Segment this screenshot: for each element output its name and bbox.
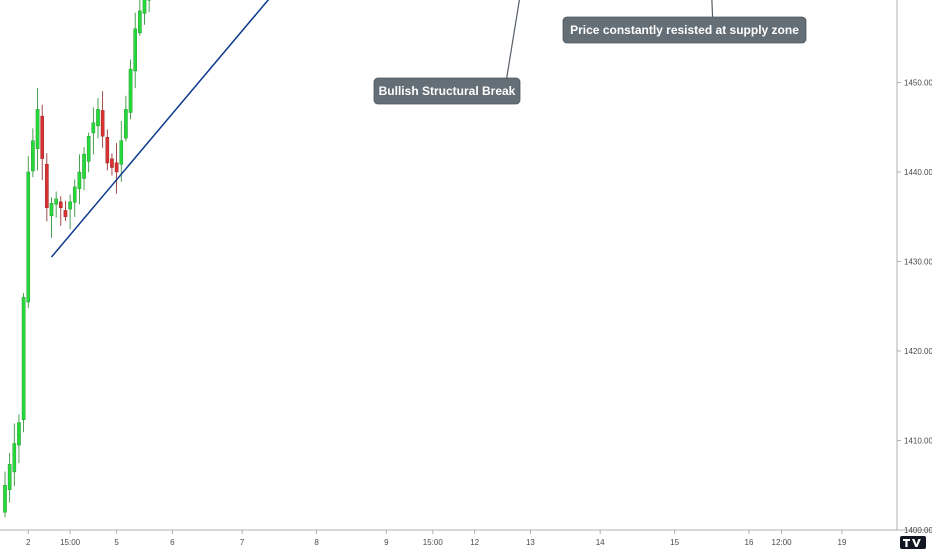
y-tick-label: 1420.00 xyxy=(904,347,932,356)
x-tick-label: 12 xyxy=(470,538,479,547)
candle-body xyxy=(119,140,124,165)
candle-body xyxy=(63,210,68,217)
candle-body xyxy=(124,109,128,139)
candle-body xyxy=(7,464,12,491)
candle-body xyxy=(26,171,31,303)
x-tick-label: 19 xyxy=(838,538,847,547)
callouts-layer: Bullish Structural Break Price constantly… xyxy=(373,0,807,105)
candle-body xyxy=(35,109,40,149)
trendlines-layer xyxy=(50,0,270,258)
candle-body xyxy=(110,158,114,168)
callout-box-1 xyxy=(562,16,807,44)
candle-body xyxy=(77,171,82,189)
candle-body xyxy=(45,163,49,208)
candle-body xyxy=(17,422,21,446)
tradingview-logo xyxy=(900,536,926,549)
candle-body xyxy=(49,203,54,217)
candle-body xyxy=(40,115,44,159)
candle-body xyxy=(138,10,142,34)
x-tick-label: 13 xyxy=(526,538,535,547)
candle-body xyxy=(82,153,86,179)
x-tick-label: 2 xyxy=(26,538,31,547)
trendline-0 xyxy=(50,0,270,258)
candle-body xyxy=(128,68,133,113)
candle-body xyxy=(86,135,91,162)
candle-body xyxy=(31,140,35,172)
candle-body xyxy=(133,28,138,72)
y-tick-label: 1400.00 xyxy=(904,526,932,535)
x-axis: 2 15:00 5 6 7 8 9 15:00 12 13 14 15 16 12:00 19 xyxy=(26,530,847,547)
candle-body xyxy=(91,122,96,134)
x-tick-label: 16 xyxy=(745,538,754,547)
candle-body xyxy=(100,110,105,137)
candle-body xyxy=(96,109,100,127)
candle-body xyxy=(105,137,110,164)
callout-box-0 xyxy=(373,77,521,105)
candle-body xyxy=(72,186,77,203)
candle-body xyxy=(12,443,17,473)
callout-text-0: Bullish Structural Break xyxy=(379,84,516,98)
candles-layer xyxy=(3,0,151,518)
candle-body xyxy=(59,201,63,208)
x-tick-label: 15:00 xyxy=(423,538,444,547)
candle-body xyxy=(21,297,26,420)
x-tick-label: 8 xyxy=(314,538,319,547)
y-tick-label: 1430.00 xyxy=(904,258,932,267)
callout-text-1: Price constantly resisted at supply zone xyxy=(570,23,799,37)
candle-body xyxy=(68,201,72,210)
candle-body xyxy=(114,162,119,173)
candle-body xyxy=(54,198,58,205)
x-tick-label: 6 xyxy=(170,538,175,547)
tv-logo-icon xyxy=(900,536,926,549)
candle-body xyxy=(142,0,147,14)
callout-pointer-0 xyxy=(501,0,520,105)
x-tick-label: 12:00 xyxy=(772,538,793,547)
y-axis: 1400.00 1410.00 1420.00 1430.00 1440.00 1450.… xyxy=(897,79,932,535)
y-tick-label: 1440.00 xyxy=(904,168,932,177)
x-tick-label: 15 xyxy=(670,538,679,547)
candle-body xyxy=(3,485,7,513)
x-tick-label: 7 xyxy=(240,538,245,547)
y-tick-label: 1410.00 xyxy=(904,437,932,446)
x-tick-label: 5 xyxy=(114,538,119,547)
y-tick-label: 1450.00 xyxy=(904,79,932,88)
x-tick-label: 15:00 xyxy=(60,538,81,547)
x-tick-label: 14 xyxy=(596,538,605,547)
x-tick-label: 9 xyxy=(384,538,389,547)
